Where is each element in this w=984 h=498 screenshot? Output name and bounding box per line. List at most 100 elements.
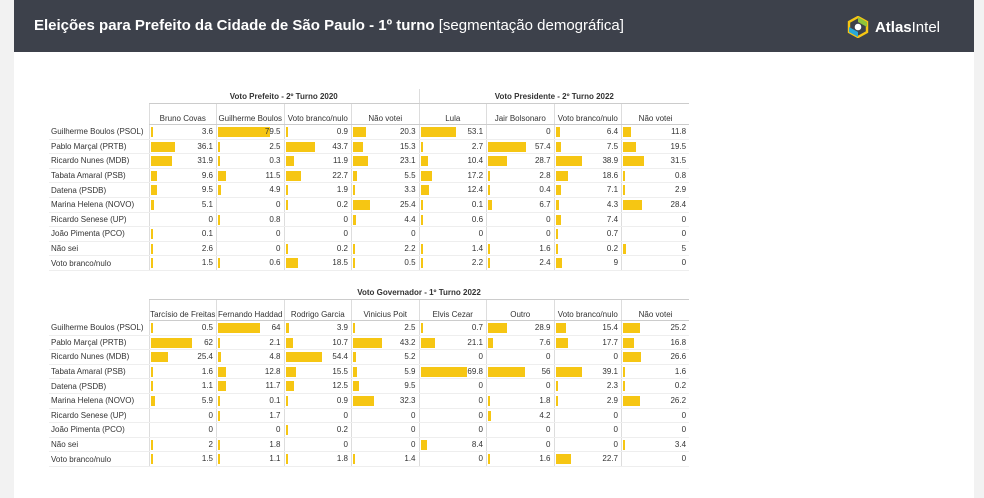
data-cell: 15.3 <box>351 139 420 155</box>
data-cell: 6.7 <box>486 197 555 213</box>
table-row: Ricardo Senese (UP) 0 0.8 0 4.4 0.6 0 7.4 0 <box>49 212 690 228</box>
data-cell: 0 <box>553 408 622 424</box>
value-bar <box>285 170 301 181</box>
cell-value: 17.7 <box>602 337 618 347</box>
data-cell: 39.1 <box>553 364 622 380</box>
cell-value: 69.8 <box>467 366 483 376</box>
cell-value: 0.3 <box>269 156 281 166</box>
cell-value: 3.3 <box>404 185 416 195</box>
data-cell: 0 <box>486 378 554 394</box>
table-row: Marina Helena (NOVO) 5.1 0 0.2 25.4 0.1 6.7 4.3… <box>49 197 690 213</box>
cell-value: 0.2 <box>336 425 348 435</box>
data-cell: 5.9 <box>351 364 419 380</box>
data-cell: 17.2 <box>418 168 487 184</box>
cell-value: 5.9 <box>404 366 416 376</box>
data-cell: 0.1 <box>216 393 284 409</box>
value-bar <box>555 243 558 254</box>
cell-value: 0 <box>681 454 687 464</box>
cell-value: 8.4 <box>471 439 483 449</box>
column-header: Não votei <box>621 103 690 125</box>
data-cell: 1.9 <box>283 182 352 198</box>
value-bar <box>285 141 315 152</box>
cell-value: 0.9 <box>336 395 348 405</box>
data-cell: 5.1 <box>148 197 217 213</box>
value-bar <box>353 395 374 406</box>
cell-value: 0 <box>613 410 618 420</box>
table-governor-2022: Voto Governador - 1º Turno 2022 Tarcísio … <box>49 285 690 467</box>
value-bar <box>555 395 558 406</box>
cell-value: 2.8 <box>539 170 551 180</box>
value-bar <box>218 170 226 181</box>
row-label: Guilherme Boulos (PSOL) <box>49 320 149 336</box>
value-bar <box>150 395 155 406</box>
data-cell: 79.5 <box>216 124 284 140</box>
cell-value: 0 <box>411 425 416 435</box>
atlas-intel-logo-icon <box>847 16 869 38</box>
cell-value: 7.1 <box>606 185 619 195</box>
cell-value: 18.6 <box>602 170 619 180</box>
data-cell: 20.3 <box>351 124 420 140</box>
cell-value: 25.4 <box>197 352 213 362</box>
data-cell: 1.5 <box>148 451 217 467</box>
value-bar <box>488 454 490 465</box>
value-bar <box>420 439 427 450</box>
data-cell: 0.1 <box>148 226 217 242</box>
data-cell: 2.2 <box>418 255 487 271</box>
data-cell: 11.8 <box>621 124 690 140</box>
data-cell: 2.6 <box>148 241 217 257</box>
value-bar <box>150 185 157 196</box>
data-cell: 11.7 <box>216 378 284 394</box>
cell-value: 12.4 <box>467 185 484 195</box>
cell-value: 0 <box>613 439 618 449</box>
data-cell: 2.2 <box>351 241 420 257</box>
title-main: Eleições para Prefeito da Cidade de São … <box>34 17 435 34</box>
data-cell: 0.2 <box>283 422 352 438</box>
data-cell: 0 <box>621 408 690 424</box>
value-bar <box>623 243 627 254</box>
data-cell: 4.9 <box>216 182 284 198</box>
value-bar <box>285 323 289 333</box>
value-bar <box>488 410 491 421</box>
value-bar <box>420 214 423 225</box>
data-cell: 25.4 <box>351 197 420 213</box>
data-cell: 0 <box>148 212 217 228</box>
cell-value: 0.6 <box>269 258 281 268</box>
table-2020-2022: Voto Prefeito - 2º Turno 2020 Voto Presid… <box>49 89 690 271</box>
column-header: Não votei <box>621 299 690 321</box>
cell-value: 0.6 <box>471 214 484 224</box>
cell-value: 4.2 <box>539 410 551 420</box>
cell-value: 0.5 <box>404 258 416 268</box>
data-cell: 0 <box>283 226 352 242</box>
data-cell: 0.9 <box>283 124 352 140</box>
data-cell: 1.8 <box>486 393 554 409</box>
cell-value: 6.4 <box>606 127 619 136</box>
cell-value: 62 <box>204 337 213 347</box>
cell-value: 0 <box>613 352 618 362</box>
value-bar <box>420 170 432 181</box>
value-bar <box>285 425 288 436</box>
group-header: Voto Governador - 1º Turno 2022 <box>149 285 690 300</box>
data-cell: 0.4 <box>486 182 555 198</box>
value-bar <box>218 156 220 167</box>
value-bar <box>623 381 625 392</box>
cell-value: 53.1 <box>467 127 484 136</box>
cell-value: 1.8 <box>539 395 551 405</box>
data-cell: 10.7 <box>283 335 352 351</box>
data-cell: 0.6 <box>216 255 284 271</box>
cell-value: 0 <box>478 425 483 435</box>
column-header-row: Bruno Covas Guilherme Boulos Voto branco/n… <box>49 103 690 125</box>
cell-value: 3.6 <box>201 127 213 136</box>
column-header: Jair Bolsonaro <box>486 103 555 125</box>
value-bar <box>555 199 559 210</box>
cell-value: 25.2 <box>670 323 687 332</box>
cell-value: 0 <box>546 214 551 224</box>
data-cell: 0 <box>553 437 622 453</box>
cell-value: 9.5 <box>404 381 416 391</box>
value-bar <box>218 410 220 421</box>
cell-value: 2.5 <box>269 141 281 151</box>
value-bar <box>488 156 508 167</box>
cell-value: 1.8 <box>336 454 348 464</box>
data-cell: 5.9 <box>148 393 217 409</box>
data-cell: 62 <box>148 335 217 351</box>
value-bar <box>285 258 298 269</box>
